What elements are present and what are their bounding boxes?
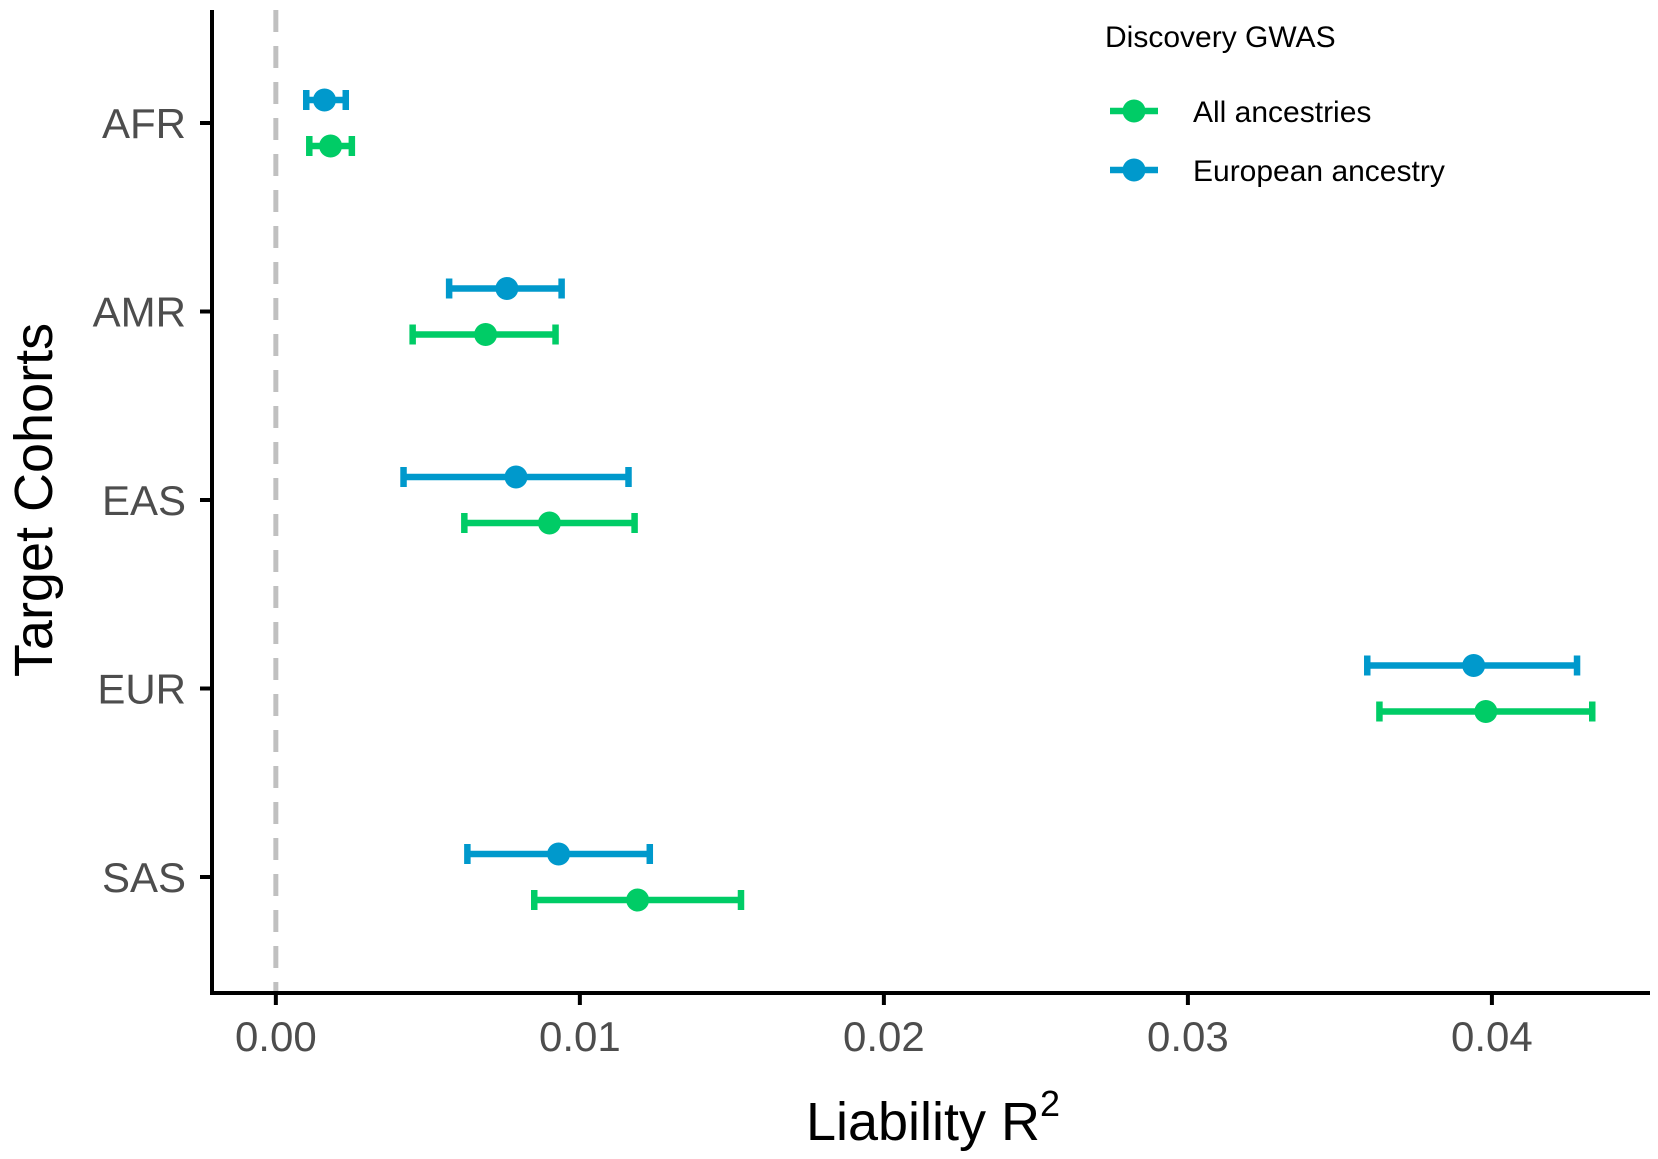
x-tick-label: 0.03 — [1147, 1013, 1229, 1060]
x-tick-label: 0.02 — [843, 1013, 925, 1060]
series-european-ancestry — [302, 88, 1581, 866]
point-european-ancestry-sas — [547, 842, 571, 866]
legend-label: All ancestries — [1193, 96, 1371, 129]
point-european-ancestry-afr — [312, 88, 336, 112]
y-tick-label-afr: AFR — [102, 100, 186, 147]
series-all-ancestries — [306, 134, 1596, 912]
y-tick-label-eur: EUR — [97, 666, 186, 713]
legend-label: European ancestry — [1193, 155, 1445, 188]
x-tick-label: 0.01 — [539, 1013, 621, 1060]
point-european-ancestry-eas — [504, 465, 528, 489]
legend-key-point — [1122, 158, 1146, 182]
point-all-ancestries-eur — [1474, 700, 1498, 723]
x-tick-label: 0.00 — [235, 1013, 317, 1060]
y-axis-title: Target Cohorts — [4, 323, 64, 677]
legend-title: Discovery GWAS — [1105, 21, 1336, 54]
x-tick-label: 0.04 — [1451, 1013, 1533, 1060]
y-tick-label-sas: SAS — [102, 854, 186, 901]
y-tick-label-amr: AMR — [93, 289, 186, 336]
point-all-ancestries-eas — [537, 511, 561, 535]
point-all-ancestries-amr — [474, 323, 498, 346]
legend-item-all-ancestries: All ancestries — [1110, 96, 1371, 129]
point-all-ancestries-sas — [626, 888, 650, 912]
y-tick-label-eas: EAS — [102, 477, 186, 524]
legend-key-point — [1122, 99, 1146, 123]
legend: Discovery GWAS All ancestries European an… — [1105, 21, 1445, 188]
legend-item-european-ancestry: European ancestry — [1110, 155, 1445, 188]
x-axis-title: Liability R2 — [806, 1083, 1060, 1152]
point-all-ancestries-afr — [319, 134, 343, 158]
point-european-ancestry-amr — [495, 277, 519, 300]
point-european-ancestry-eur — [1462, 654, 1486, 677]
